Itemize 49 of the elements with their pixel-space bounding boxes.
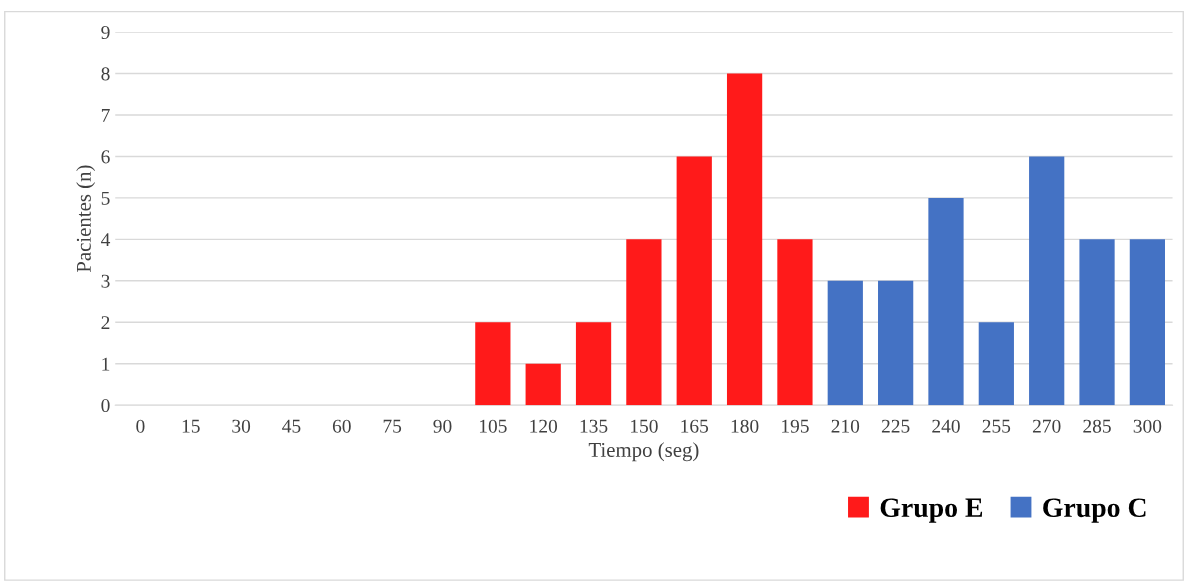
- x-tick-label: 135: [580, 419, 608, 433]
- x-tick-label: 60: [332, 419, 351, 433]
- bar: [575, 322, 612, 406]
- x-tick-label: 0: [136, 419, 145, 433]
- x-tick-label: 270: [1032, 419, 1061, 433]
- bar: [726, 73, 763, 406]
- legend-label: Grupo E: [880, 498, 983, 523]
- legend-label: Grupo C: [1043, 498, 1146, 523]
- x-tick-label: 180: [731, 419, 759, 433]
- y-tick-label: 7: [101, 108, 110, 122]
- bar: [525, 363, 561, 406]
- x-tick-label: 195: [782, 419, 809, 433]
- x-tick-label: 105: [479, 419, 507, 433]
- y-tick-label: 4: [101, 233, 111, 247]
- y-tick-label: 2: [101, 316, 110, 330]
- x-tick-label: 90: [433, 419, 452, 433]
- bar: [1079, 239, 1115, 406]
- x-tick-label: 45: [282, 419, 301, 433]
- bar: [1129, 239, 1165, 406]
- y-tick-label: 5: [101, 191, 110, 205]
- x-tick-label: 210: [831, 419, 860, 433]
- x-tick-label: 255: [982, 419, 1011, 433]
- y-tick-label: 9: [101, 25, 110, 39]
- x-tick-label: 120: [530, 419, 558, 433]
- x-tick-label: 75: [383, 419, 402, 433]
- bar: [777, 239, 813, 406]
- x-tick-label: 165: [681, 419, 709, 433]
- bar: [878, 280, 914, 406]
- bar: [626, 239, 662, 406]
- y-tick-label: 6: [101, 150, 110, 164]
- y-tick-label: 3: [101, 274, 110, 288]
- y-tick-label: 1: [102, 357, 110, 371]
- x-tick-label: 300: [1133, 419, 1162, 433]
- y-tick-label: 8: [101, 67, 110, 81]
- x-tick-label: 150: [631, 419, 658, 433]
- x-tick-label: 225: [881, 419, 910, 433]
- bar: [928, 197, 964, 406]
- x-tick-label: 30: [232, 419, 251, 433]
- bar: [827, 280, 863, 406]
- x-tick-label: 240: [932, 419, 960, 433]
- bar: [475, 322, 511, 406]
- x-axis-title: Tiempo (seg): [588, 442, 699, 462]
- y-tick-label: 0: [101, 399, 110, 413]
- x-tick-label: 15: [182, 419, 200, 433]
- x-tick-label: 285: [1083, 419, 1111, 433]
- bar: [978, 322, 1014, 406]
- bar: [676, 156, 712, 406]
- y-axis-title: Pacientes (n): [76, 165, 96, 273]
- bar: [1029, 156, 1065, 406]
